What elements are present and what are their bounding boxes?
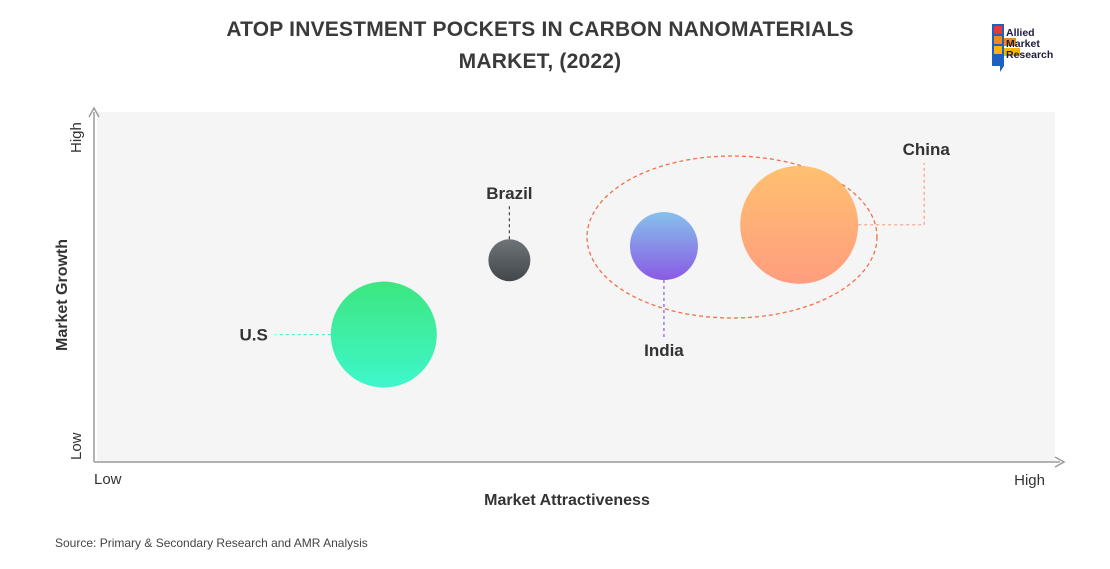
y-axis-title: Market Growth <box>54 239 71 351</box>
logo-line: Market <box>1006 38 1040 50</box>
bubble-us <box>330 281 437 388</box>
source-note: Source: Primary & Secondary Research and… <box>55 536 368 550</box>
logo-line: Research <box>1006 49 1054 61</box>
x-tick-high: High <box>1014 472 1045 489</box>
bubble-label-india: India <box>644 341 684 360</box>
bubbles-group: U.S Brazil India China <box>239 140 950 388</box>
bubble-india <box>629 212 698 281</box>
y-tick-high: High <box>68 122 85 153</box>
title-line-1: ATOP INVESTMENT POCKETS IN CARBON NANOMA… <box>226 18 854 41</box>
allied-market-research-logo: Allied Market Research <box>990 22 1090 78</box>
logo-text: Allied Market Research <box>1006 28 1053 61</box>
bubble-china <box>740 165 859 284</box>
leader-line-china <box>858 162 925 226</box>
plot-background <box>97 112 1055 462</box>
x-tick-low: Low <box>94 471 122 488</box>
x-axis-title: Market Attractiveness <box>484 492 650 509</box>
chart-title: ATOP INVESTMENT POCKETS IN CARBON NANOMA… <box>190 14 890 78</box>
bubble-brazil <box>488 239 531 282</box>
bubble-label-brazil: Brazil <box>486 184 532 203</box>
title-line-2: MARKET, (2022) <box>458 50 622 73</box>
highlight-ellipse <box>586 155 878 319</box>
x-axis-arrow-icon <box>1054 456 1066 468</box>
y-tick-low: Low <box>68 432 85 460</box>
bubble-label-china: China <box>903 140 951 159</box>
y-axis-arrow-icon <box>88 106 100 118</box>
logo-line: Allied <box>1006 27 1035 39</box>
bubble-label-us: U.S <box>239 326 267 345</box>
logo-mark-icon <box>992 24 1020 72</box>
